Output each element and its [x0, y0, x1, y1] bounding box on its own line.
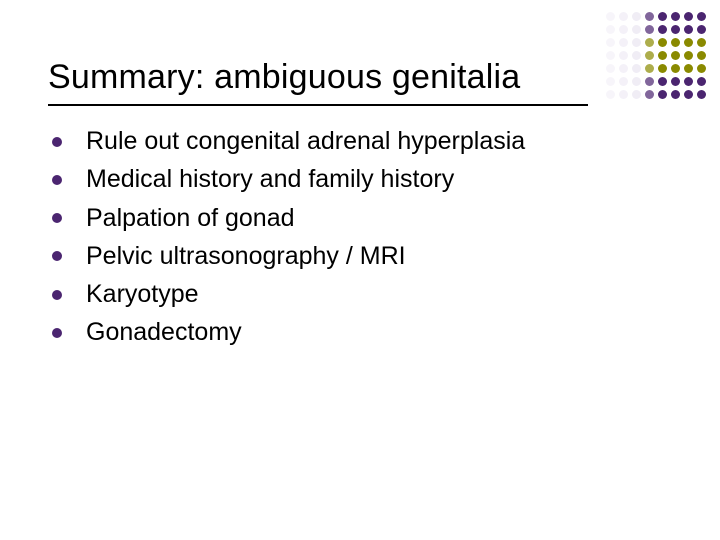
bullet-text: Gonadectomy [86, 317, 242, 348]
deco-dot [606, 90, 615, 99]
bullet-text: Medical history and family history [86, 164, 454, 195]
bullet-text: Palpation of gonad [86, 203, 295, 234]
bullet-icon [52, 328, 62, 338]
deco-dot [619, 38, 628, 47]
deco-dot [684, 64, 693, 73]
deco-dot [658, 38, 667, 47]
bullet-icon [52, 137, 62, 147]
deco-dot [606, 64, 615, 73]
bullet-icon [52, 290, 62, 300]
bullet-icon [52, 175, 62, 185]
deco-dot [697, 77, 706, 86]
deco-dot [671, 90, 680, 99]
deco-dot [606, 77, 615, 86]
bullet-text: Pelvic ultrasonography / MRI [86, 241, 406, 272]
slide: Summary: ambiguous genitalia Rule out co… [0, 0, 720, 540]
deco-dot [684, 90, 693, 99]
deco-dot [671, 77, 680, 86]
deco-dot [606, 51, 615, 60]
deco-dot [619, 12, 628, 21]
deco-dot [645, 77, 654, 86]
deco-dot [632, 90, 641, 99]
deco-dot [619, 90, 628, 99]
bullet-list: Rule out congenital adrenal hyperplasia M… [48, 126, 608, 356]
list-item: Medical history and family history [48, 164, 608, 195]
list-item: Palpation of gonad [48, 203, 608, 234]
deco-dot [619, 25, 628, 34]
deco-dot [606, 38, 615, 47]
deco-dot [697, 64, 706, 73]
deco-dot [645, 12, 654, 21]
deco-dot [632, 25, 641, 34]
bullet-icon [52, 213, 62, 223]
deco-dot [684, 77, 693, 86]
deco-dot [645, 25, 654, 34]
deco-dot [645, 38, 654, 47]
deco-dot [619, 77, 628, 86]
deco-dot [632, 51, 641, 60]
deco-dot [671, 25, 680, 34]
deco-dot [645, 90, 654, 99]
deco-dot [645, 64, 654, 73]
list-item: Rule out congenital adrenal hyperplasia [48, 126, 608, 157]
deco-dot [658, 12, 667, 21]
list-item: Karyotype [48, 279, 608, 310]
deco-dot [632, 38, 641, 47]
deco-dot [684, 51, 693, 60]
title-underline [48, 104, 588, 106]
deco-dot [697, 38, 706, 47]
deco-dot [684, 38, 693, 47]
list-item: Gonadectomy [48, 317, 608, 348]
bullet-icon [52, 251, 62, 261]
deco-dot [658, 25, 667, 34]
deco-dot [658, 90, 667, 99]
deco-dot [619, 64, 628, 73]
corner-decoration [586, 12, 706, 108]
deco-dot [684, 25, 693, 34]
deco-dot [658, 77, 667, 86]
deco-dot [658, 51, 667, 60]
deco-dot [697, 25, 706, 34]
list-item: Pelvic ultrasonography / MRI [48, 241, 608, 272]
deco-dot [619, 51, 628, 60]
deco-dot [671, 51, 680, 60]
deco-dot [632, 64, 641, 73]
deco-dot [658, 64, 667, 73]
deco-dot [645, 51, 654, 60]
deco-dot [697, 51, 706, 60]
deco-dot [606, 25, 615, 34]
deco-dot [671, 38, 680, 47]
deco-dot [606, 12, 615, 21]
deco-dot [632, 77, 641, 86]
slide-title: Summary: ambiguous genitalia [48, 58, 520, 97]
deco-dot [684, 12, 693, 21]
bullet-text: Karyotype [86, 279, 199, 310]
deco-dot [671, 64, 680, 73]
deco-dot [697, 12, 706, 21]
deco-dot [697, 90, 706, 99]
deco-dot [671, 12, 680, 21]
deco-dot [632, 12, 641, 21]
bullet-text: Rule out congenital adrenal hyperplasia [86, 126, 525, 157]
